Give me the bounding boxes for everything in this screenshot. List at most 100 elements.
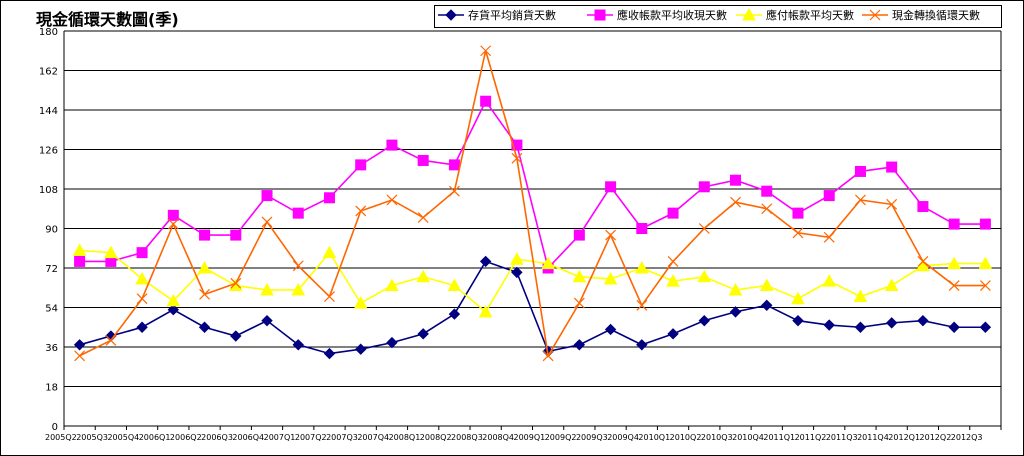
data-point [761,185,773,197]
data-point [605,229,617,241]
x-tick-label: 2006Q4 [232,433,264,442]
legend-entry-1: 應收帳款平均收現天數 [587,8,727,22]
data-point [198,321,211,333]
data-point-stroke [136,293,148,305]
y-tick-label: 0 [52,422,58,433]
grid-layer [64,30,1001,427]
data-point-stroke [448,185,460,197]
data-point [698,223,710,234]
data-point [322,245,337,259]
data-point-stroke [869,9,881,21]
data-point [978,256,993,270]
data-point [448,185,460,197]
x-tick-label: 2008Q3 [451,433,483,442]
data-point [697,269,712,283]
data-point [353,296,368,309]
data-point-stroke [417,212,429,223]
data-point-stroke [105,334,117,346]
data-point [730,196,741,208]
data-point [667,255,679,267]
data-point [761,203,773,215]
data-point [823,231,835,243]
series-line [79,99,986,270]
data-point-stroke [979,280,991,291]
data-point [761,299,773,312]
data-point [759,278,774,292]
data-point [730,174,742,186]
x-tick-label: 2012Q2 [920,433,952,442]
data-point [792,227,804,239]
data-point-stroke [855,194,866,206]
data-point [603,271,618,285]
y-tick-label: 72 [45,264,58,275]
data-point [667,328,679,340]
chart-title: 現金循環天數圖(季) [36,10,179,29]
data-point [869,9,881,21]
data-point [729,306,742,318]
data-point [136,321,148,333]
x-tick-label: 2011Q1 [763,433,795,442]
data-point [386,139,398,151]
data-point [573,339,586,351]
series-layer [72,45,993,362]
legend-label: 應付帳款平均天數 [766,8,854,22]
data-point [385,278,399,292]
y-tick-label: 36 [45,343,58,354]
data-point [479,255,492,268]
data-point [72,243,87,256]
data-point [167,209,179,221]
legend-entry-2: 應付帳款平均天數 [736,7,854,22]
data-point-stroke [823,231,835,243]
data-point [541,256,555,270]
data-point [417,154,429,166]
x-tick-label: 2010Q4 [732,433,764,442]
data-point-stroke [667,255,679,267]
data-point [510,252,524,265]
x-tick-label: 2010Q1 [638,433,670,442]
data-point [886,198,898,210]
data-point [855,194,866,206]
data-point-stroke [886,198,898,210]
data-point [260,282,274,296]
x-tick-label: 2009Q3 [576,433,608,442]
data-point [728,282,743,296]
series-3 [74,45,991,362]
data-point [698,314,710,327]
data-point-stroke [698,223,710,234]
data-point [886,161,898,173]
data-point-stroke [542,350,554,362]
data-point [74,350,86,362]
data-point [979,280,991,291]
data-point [292,207,304,219]
data-point [822,274,837,287]
x-tick-label: 2007Q2 [295,433,327,442]
data-point [854,165,866,177]
data-point [542,350,554,362]
data-point-stroke [636,299,648,311]
data-point [917,314,929,327]
data-point [948,321,960,333]
data-point-stroke [355,205,367,217]
data-point [230,277,242,289]
y-tick-label: 180 [39,27,58,38]
data-point [979,218,991,230]
data-point [230,229,242,241]
x-tick-label: 2011Q3 [826,433,858,442]
data-point [292,339,304,351]
legend-entry-0: 存貨平均銷貨天數 [438,8,556,22]
data-point [167,303,180,316]
data-point [854,321,867,333]
data-point [979,321,992,333]
x-tick-label: 2009Q2 [545,433,577,442]
legend-label: 應收帳款平均收現天數 [617,8,727,22]
data-point [634,260,649,274]
data-point [355,205,367,217]
data-point [324,291,335,302]
y-tick-label: 90 [45,225,58,236]
data-point [792,207,804,219]
x-tick-label: 2007Q1 [264,433,296,442]
data-point [604,323,617,336]
y-tick-label: 108 [39,185,58,196]
data-point [573,297,585,309]
